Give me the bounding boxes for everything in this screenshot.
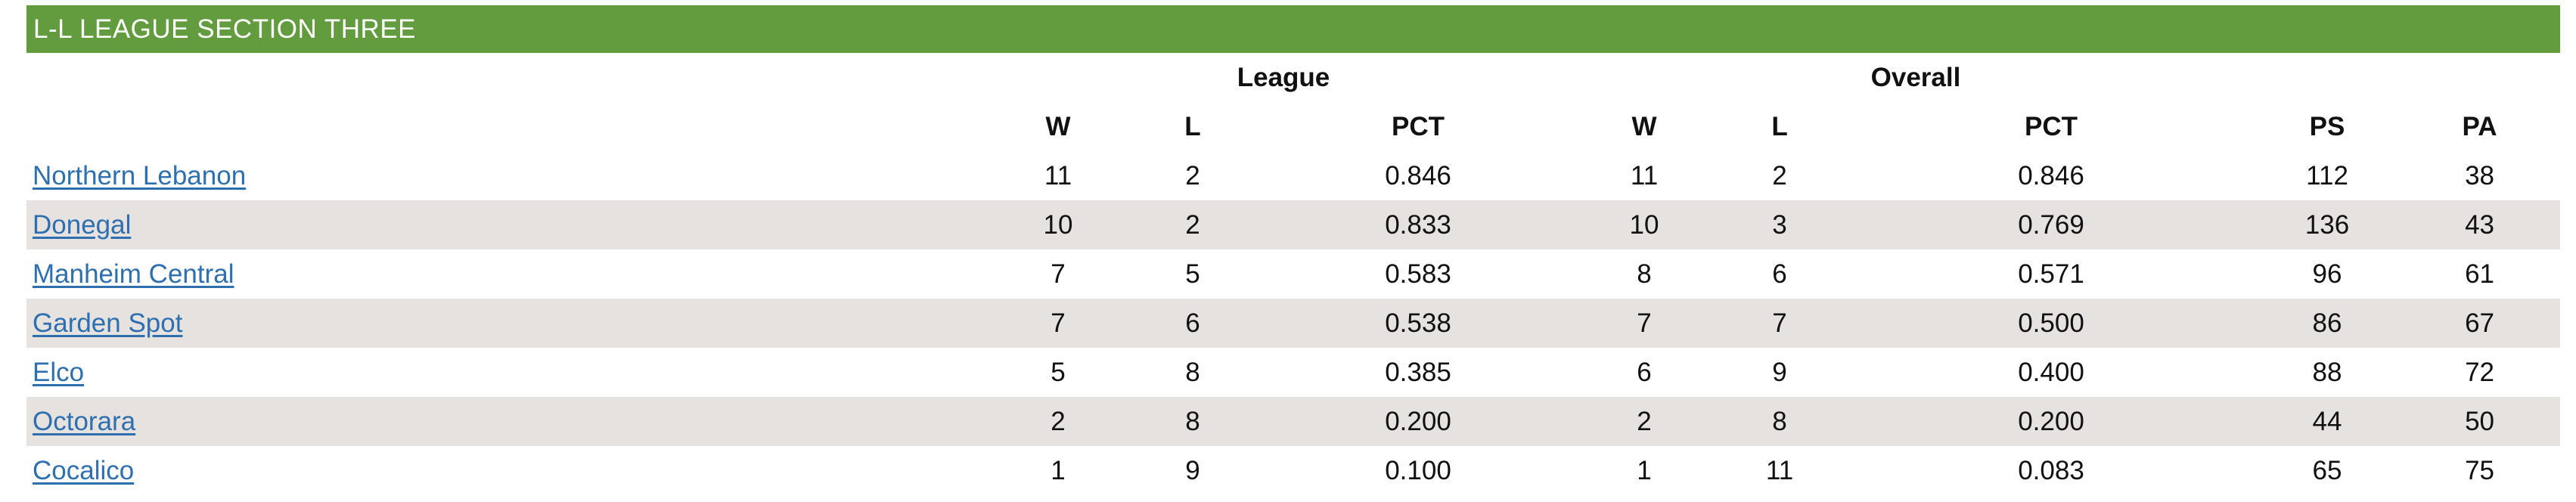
overall-pct-cell: 0.846 [2018,160,2084,191]
overall-wins-cell: 10 [1629,209,1659,240]
overall-wins-cell: 7 [1637,308,1652,338]
league-wins-cell: 5 [1051,357,1066,387]
overall-l-header: L [1771,111,1788,141]
league-pct-header: PCT [1392,111,1445,141]
overall-pct-cell: 0.571 [2018,259,2084,289]
overall-wins-cell: 11 [1630,160,1659,191]
table-row: Manheim Central 7 5 0.583 8 6 0.571 96 61 [26,249,2560,299]
section-title: L-L LEAGUE SECTION THREE [26,5,2560,53]
league-l-header: L [1184,111,1201,141]
team-cell: Donegal [26,200,991,249]
overall-losses-cell: 8 [1772,406,1787,436]
overall-pct-cell: 0.083 [2018,455,2084,485]
points-scored-cell: 96 [2312,259,2342,289]
points-allowed-cell: 61 [2465,259,2494,289]
points-allowed-cell: 72 [2465,357,2494,387]
team-link[interactable]: Donegal [33,209,132,240]
team-cell: Elco [26,348,991,397]
overall-losses-cell: 9 [1772,357,1787,387]
team-column-header [26,102,991,151]
league-pct-cell: 0.846 [1385,160,1451,191]
overall-pct-header: PCT [2025,111,2078,141]
standings-table: League Overall W L PCT W L PCT PS PA Nor… [26,53,2561,495]
overall-group-header: Overall [1576,53,2560,102]
points-allowed-cell: 50 [2465,406,2494,436]
league-losses-cell: 5 [1185,259,1200,289]
team-cell: Manheim Central [26,249,991,299]
table-row: Garden Spot 7 6 0.538 7 7 0.500 86 67 [26,299,2561,348]
table-row: Donegal 10 2 0.833 10 3 0.769 136 43 [26,200,2561,249]
overall-w-header: W [1631,111,1657,141]
overall-losses-cell: 11 [1765,455,1794,485]
overall-wins-cell: 8 [1637,259,1652,289]
points-scored-cell: 88 [2312,357,2342,387]
league-losses-cell: 8 [1185,357,1200,387]
points-allowed-cell: 43 [2465,209,2494,240]
pa-header: PA [2462,111,2497,141]
league-w-header: W [1045,111,1071,141]
points-scored-cell: 44 [2312,406,2342,436]
team-link[interactable]: Manheim Central [33,259,234,289]
overall-wins-cell: 6 [1637,357,1652,387]
overall-losses-cell: 2 [1772,160,1787,191]
league-losses-cell: 2 [1185,160,1200,191]
league-pct-cell: 0.583 [1385,259,1451,289]
points-allowed-cell: 38 [2465,160,2494,191]
team-cell: Northern Lebanon [26,151,991,200]
league-pct-cell: 0.385 [1385,357,1451,387]
points-allowed-cell: 67 [2465,308,2494,338]
league-losses-cell: 8 [1185,406,1200,436]
standings-body: Northern Lebanon 11 2 0.846 11 2 0.846 112 38 Don… [26,151,2561,495]
overall-pct-cell: 0.400 [2018,357,2084,387]
league-pct-cell: 0.833 [1385,209,1451,240]
league-losses-cell: 2 [1185,209,1200,240]
league-pct-cell: 0.200 [1385,406,1451,436]
team-link[interactable]: Cocalico [33,455,135,485]
overall-losses-cell: 3 [1772,209,1787,240]
points-allowed-cell: 75 [2465,455,2494,485]
league-pct-cell: 0.538 [1385,308,1451,338]
points-scored-cell: 65 [2312,455,2342,485]
ps-header: PS [2309,111,2345,141]
league-wins-cell: 7 [1051,308,1066,338]
league-losses-cell: 6 [1185,308,1200,338]
overall-losses-cell: 7 [1772,308,1787,338]
table-row: Octorara 2 8 0.200 2 8 0.200 44 50 [26,397,2561,446]
overall-pct-cell: 0.769 [2018,209,2084,240]
points-scored-cell: 136 [2304,209,2350,240]
points-scored-cell: 112 [2306,160,2348,191]
league-group-header: League [1237,62,1330,92]
standings-panel: L-L LEAGUE SECTION THREE League Overall … [26,5,2561,495]
overall-wins-cell: 2 [1637,406,1652,436]
team-link[interactable]: Northern Lebanon [33,160,247,191]
overall-pct-cell: 0.500 [2018,308,2084,338]
group-header-row: League Overall [26,53,2560,102]
column-header-row: W L PCT W L PCT PS PA [26,102,2560,151]
league-losses-cell: 9 [1185,455,1200,485]
team-link[interactable]: Octorara [33,406,136,436]
league-wins-cell: 11 [1044,160,1072,191]
team-group-spacer [26,53,991,102]
team-cell: Octorara [26,397,991,446]
overall-losses-cell: 6 [1772,259,1787,289]
team-cell: Garden Spot [26,299,991,348]
overall-pct-cell: 0.200 [2018,406,2084,436]
league-wins-cell: 7 [1051,259,1066,289]
table-row: Elco 5 8 0.385 6 9 0.400 88 72 [26,348,2560,397]
team-link[interactable]: Elco [33,357,85,387]
table-row: Northern Lebanon 11 2 0.846 11 2 0.846 112 38 [26,151,2560,200]
table-row: Cocalico 1 9 0.100 1 11 0.083 65 75 [26,446,2560,495]
league-wins-cell: 2 [1051,406,1066,436]
overall-group-label: Overall [1870,62,1961,92]
league-wins-cell: 1 [1051,455,1066,485]
league-pct-cell: 0.100 [1385,455,1451,485]
team-cell: Cocalico [26,446,991,495]
league-wins-cell: 10 [1043,209,1073,240]
points-scored-cell: 86 [2312,308,2342,338]
overall-wins-cell: 1 [1637,455,1652,485]
team-link[interactable]: Garden Spot [33,308,183,338]
